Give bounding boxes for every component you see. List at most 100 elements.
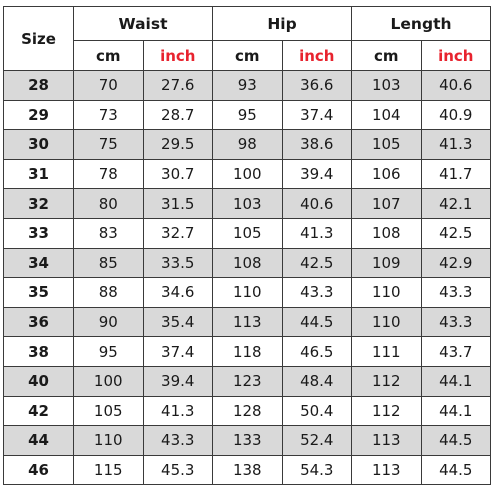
waist-inch-cell: 45.3 (142, 454, 214, 485)
hip-inch-cell: 37.4 (281, 99, 353, 131)
size-cell: 46 (3, 454, 74, 485)
waist-inch-cell: 35.4 (142, 306, 214, 338)
hip-inch-cell: 48.4 (281, 365, 353, 397)
table-row: 35 88 34.6 110 43.3 110 43.3 (3, 277, 492, 308)
size-cell: 32 (3, 188, 74, 219)
length-inch-cell: 43.7 (420, 336, 492, 367)
waist-cm-cell: 83 (73, 217, 144, 249)
waist-group-header: Waist (72, 6, 214, 41)
hip-inch-cell: 54.3 (281, 454, 353, 485)
hip-inch-cell: 40.6 (281, 188, 353, 219)
table-row: 42 105 41.3 128 50.4 112 44.1 (3, 395, 492, 427)
length-cm-cell: 110 (351, 277, 422, 308)
waist-cm-cell: 88 (73, 277, 144, 308)
length-inch-cell: 44.5 (420, 425, 492, 456)
size-cell: 34 (3, 247, 74, 279)
size-cell: 38 (3, 336, 74, 367)
hip-cm-cell: 118 (212, 336, 283, 367)
waist-cm-cell: 80 (73, 188, 144, 219)
length-inch-cell: 40.9 (420, 99, 492, 131)
length-inch-cell: 42.9 (420, 247, 492, 279)
hip-cm-cell: 123 (212, 365, 283, 397)
length-inch-cell: 44.1 (420, 365, 492, 397)
length-inch-header: inch (420, 40, 492, 71)
length-cm-cell: 112 (351, 365, 422, 397)
length-inch-cell: 44.1 (420, 395, 492, 427)
waist-inch-cell: 33.5 (142, 247, 214, 279)
table-row: 34 85 33.5 108 42.5 109 42.9 (3, 247, 492, 279)
hip-cm-cell: 103 (212, 188, 283, 219)
size-cell: 42 (3, 395, 74, 427)
hip-cm-cell: 93 (212, 70, 283, 101)
waist-inch-header: inch (142, 40, 214, 71)
waist-inch-cell: 29.5 (142, 129, 214, 160)
length-cm-cell: 111 (351, 336, 422, 367)
waist-cm-cell: 90 (73, 306, 144, 338)
table-row: 28 70 27.6 93 36.6 103 40.6 (3, 70, 492, 101)
waist-cm-cell: 78 (73, 158, 144, 190)
waist-inch-cell: 34.6 (142, 277, 214, 308)
length-cm-cell: 110 (351, 306, 422, 338)
length-cm-cell: 108 (351, 217, 422, 249)
table-row: 46 115 45.3 138 54.3 113 44.5 (3, 454, 492, 485)
waist-inch-cell: 30.7 (142, 158, 214, 190)
length-inch-cell: 41.7 (420, 158, 492, 190)
length-cm-header: cm (351, 40, 422, 71)
hip-inch-cell: 42.5 (281, 247, 353, 279)
hip-cm-header: cm (212, 40, 283, 71)
waist-inch-cell: 41.3 (142, 395, 214, 427)
hip-cm-cell: 138 (212, 454, 283, 485)
length-inch-cell: 43.3 (420, 306, 492, 338)
table-row: 44 110 43.3 133 52.4 113 44.5 (3, 425, 492, 456)
size-cell: 36 (3, 306, 74, 338)
length-cm-cell: 105 (351, 129, 422, 160)
length-inch-cell: 42.1 (420, 188, 492, 219)
hip-inch-header: inch (281, 40, 353, 71)
table-row: 31 78 30.7 100 39.4 106 41.7 (3, 158, 492, 190)
hip-cm-cell: 95 (212, 99, 283, 131)
size-cell: 40 (3, 365, 74, 397)
hip-cm-cell: 105 (212, 217, 283, 249)
hip-inch-cell: 41.3 (281, 217, 353, 249)
waist-inch-cell: 28.7 (142, 99, 214, 131)
length-cm-cell: 112 (351, 395, 422, 427)
table-row: 33 83 32.7 105 41.3 108 42.5 (3, 217, 492, 249)
hip-inch-cell: 36.6 (281, 70, 353, 101)
waist-inch-cell: 32.7 (142, 217, 214, 249)
table-header: Size Waist Hip Length cm inch cm inch cm… (3, 6, 492, 71)
size-cell: 28 (3, 70, 74, 101)
length-cm-cell: 113 (351, 454, 422, 485)
waist-inch-cell: 27.6 (142, 70, 214, 101)
length-cm-cell: 107 (351, 188, 422, 219)
waist-cm-cell: 100 (73, 365, 144, 397)
table-row: 30 75 29.5 98 38.6 105 41.3 (3, 129, 492, 160)
hip-cm-cell: 110 (212, 277, 283, 308)
waist-cm-cell: 95 (73, 336, 144, 367)
length-cm-cell: 106 (351, 158, 422, 190)
header-group-row: Size Waist Hip Length (3, 6, 492, 71)
size-cell: 31 (3, 158, 74, 190)
size-cell: 29 (3, 99, 74, 131)
length-inch-cell: 43.3 (420, 277, 492, 308)
size-cell: 44 (3, 425, 74, 456)
length-inch-cell: 41.3 (420, 129, 492, 160)
hip-cm-cell: 133 (212, 425, 283, 456)
hip-cm-cell: 128 (212, 395, 283, 427)
size-column-header: Size (3, 6, 74, 71)
waist-inch-cell: 39.4 (142, 365, 214, 397)
hip-cm-cell: 100 (212, 158, 283, 190)
hip-inch-cell: 38.6 (281, 129, 353, 160)
hip-cm-cell: 98 (212, 129, 283, 160)
hip-inch-cell: 43.3 (281, 277, 353, 308)
table-row: 40 100 39.4 123 48.4 112 44.1 (3, 365, 492, 397)
waist-cm-cell: 105 (73, 395, 144, 427)
size-cell: 30 (3, 129, 74, 160)
hip-inch-cell: 44.5 (281, 306, 353, 338)
length-cm-cell: 103 (351, 70, 422, 101)
waist-cm-cell: 110 (73, 425, 144, 456)
waist-cm-cell: 115 (73, 454, 144, 485)
length-group-header: Length (351, 6, 492, 41)
waist-inch-cell: 43.3 (142, 425, 214, 456)
hip-cm-cell: 108 (212, 247, 283, 279)
hip-group-header: Hip (212, 6, 353, 41)
